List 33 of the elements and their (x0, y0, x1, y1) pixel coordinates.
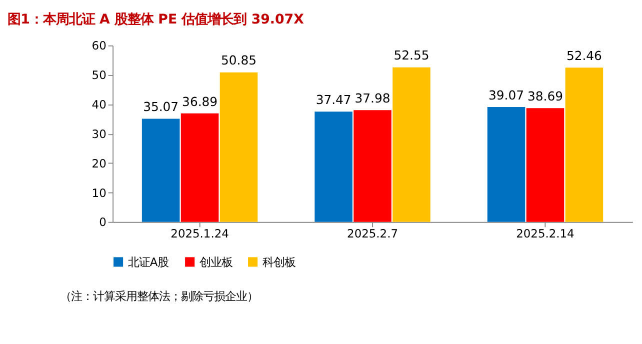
legend-label: 科创板 (262, 254, 296, 269)
data-label: 36.89 (182, 94, 218, 109)
x-tick-label: 2025.2.14 (516, 226, 574, 241)
x-tick-label: 2025.1.24 (170, 226, 229, 241)
data-label: 38.69 (527, 88, 564, 104)
y-tick-label: 20 (92, 156, 106, 170)
bar (487, 106, 526, 222)
y-tick-label: 40 (92, 98, 106, 112)
legend-label: 北证A股 (128, 254, 169, 269)
bar (565, 68, 604, 222)
data-label: 37.98 (354, 90, 390, 106)
bar (354, 110, 392, 222)
data-label: 35.07 (143, 99, 179, 114)
bar (142, 118, 180, 222)
bar (180, 113, 219, 222)
text: （注：计算采用整体法；剔除亏损企业） (60, 289, 258, 304)
data-label: 52.55 (394, 48, 430, 63)
legend-label: 创业板 (199, 254, 232, 269)
bar (392, 67, 430, 222)
data-label: 37.47 (316, 92, 352, 108)
data-label: 50.85 (221, 52, 256, 68)
data-label: 39.07 (488, 87, 524, 102)
y-tick-label: 10 (92, 186, 106, 200)
bar (526, 108, 564, 222)
y-tick-label: 30 (92, 126, 106, 141)
bar (220, 72, 258, 222)
y-tick-label: 60 (92, 38, 106, 53)
data-label: 52.46 (566, 48, 602, 63)
x-tick-label: 2025.2.7 (347, 226, 398, 241)
y-tick-label: 50 (92, 68, 106, 82)
y-tick-label: 0 (99, 215, 106, 230)
bar (314, 112, 352, 222)
chart-title: 图1：本周北证 A 股整体 PE 估值增长到 39.07X (8, 12, 305, 28)
